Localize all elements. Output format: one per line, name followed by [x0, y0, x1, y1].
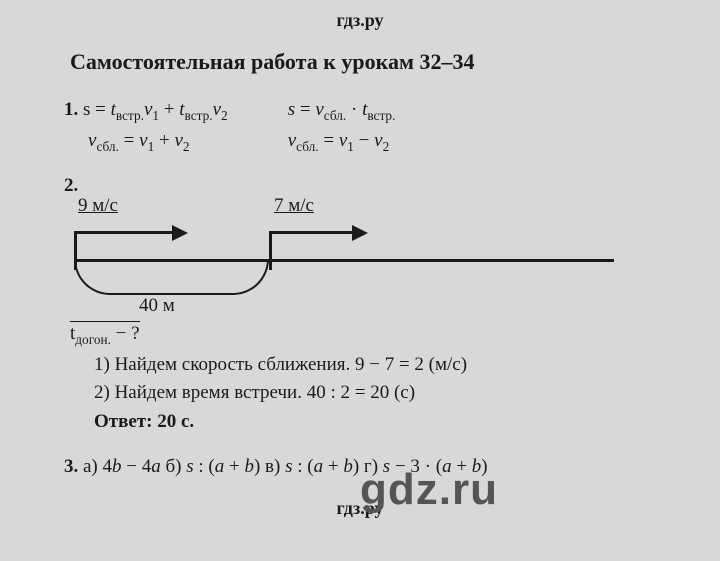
tick-mid [269, 248, 272, 270]
problem-3-number: 3. [64, 456, 78, 478]
problem-2: 2. 9 м/с 7 м/с 40 м tдогон. − ? gdz.ru 1… [60, 175, 660, 437]
p1-eq3: s = vсбл. · tвстр. [288, 99, 396, 124]
page-title: Самостоятельная работа к урокам 32–34 [60, 49, 660, 75]
question-label: tдогон. − ? [70, 323, 140, 348]
motion-diagram: 9 м/с 7 м/с 40 м tдогон. − ? [64, 201, 624, 331]
solution-answer: Ответ: 20 с. [94, 408, 660, 437]
distance-label: 40 м [139, 295, 175, 317]
problem-1-number: 1. [64, 99, 78, 121]
top-watermark: гдз.ру [60, 10, 660, 31]
solution-step-2: 2) Найдем время встречи. 40 : 2 = 20 (с) [94, 379, 660, 408]
solution-block: 1) Найдем скорость сближения. 9 − 7 = 2 … [64, 351, 660, 437]
speed-label-1: 9 м/с [78, 195, 118, 217]
problem-2-number: 2. [64, 175, 78, 197]
speed-label-2: 7 м/с [274, 195, 314, 217]
problem-1: 1. s = tвстр.v1 + tвстр.v2 vсбл. = v1 + … [60, 99, 660, 155]
big-watermark: gdz.ru [360, 465, 498, 515]
p1-eq1: s = tвстр.v1 + tвстр.v2 [83, 99, 228, 120]
distance-arc [74, 259, 269, 295]
p1-eq4: vсбл. = v1 − v2 [288, 130, 396, 155]
p1-eq2: vсбл. = v1 + v2 [64, 130, 228, 155]
solution-step-1: 1) Найдем скорость сближения. 9 − 7 = 2 … [94, 351, 660, 380]
